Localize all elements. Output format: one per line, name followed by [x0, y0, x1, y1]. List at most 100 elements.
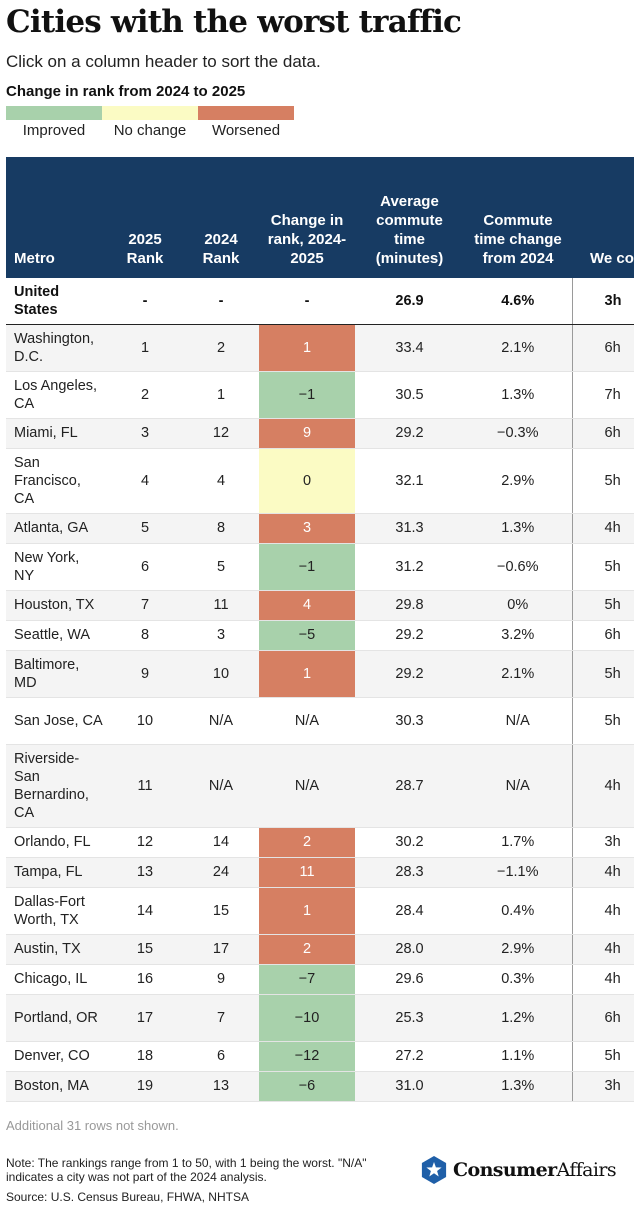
cell-change: 3 [259, 513, 355, 544]
brand-name-regular: Affairs [556, 1159, 617, 1181]
cell-rank-2024: 11 [183, 590, 259, 621]
cell-rank-2025: 6 [107, 543, 183, 591]
cell-rank-2024: 5 [183, 543, 259, 591]
cell-avg-commute: 30.5 [355, 371, 464, 419]
table-row: Riverside-San Bernardino, CA 11 N/A N/A 28.7… [6, 744, 634, 828]
table-row: Houston, TX 7 11 4 29.8 0% 5h [6, 590, 634, 621]
cell-metro: New York, NY [6, 543, 107, 591]
cell-rank-2025: 1 [107, 324, 183, 372]
cell-metro: Baltimore, MD [6, 650, 107, 698]
legend-swatch-worsened [198, 106, 294, 120]
column-header-2024-rank[interactable]: 2024 Rank [183, 157, 259, 278]
cell-rank-2024: 17 [183, 934, 259, 965]
cell-commute-change: N/A [464, 697, 573, 745]
cell-metro: San Francisco, CA [6, 448, 107, 514]
cell-metro: Orlando, FL [6, 827, 107, 858]
cell-avg-commute: 29.2 [355, 418, 464, 449]
legend-label-improved: Improved [22, 122, 86, 139]
column-header-commute-change[interactable]: Commute time change from 2024 [464, 157, 572, 278]
column-header-weekly-congestion[interactable]: We cong t [572, 157, 634, 278]
table-row: Washington, D.C. 1 2 1 33.4 2.1% 6h [6, 324, 634, 372]
cell-commute-change: 2.9% [464, 934, 573, 965]
table-container[interactable]: Metro 2025 Rank 2024 Rank Change in rank… [6, 157, 634, 1108]
brand-logo: ConsumerAffairs [419, 1155, 617, 1185]
cell-commute-change: 2.1% [464, 324, 573, 372]
cell-change: −1 [259, 543, 355, 591]
cell-weekly-congestion: 4h [572, 744, 634, 828]
cell-avg-commute: 26.9 [355, 278, 464, 325]
cell-rank-2024: 8 [183, 513, 259, 544]
cell-avg-commute: 31.0 [355, 1071, 464, 1102]
cell-avg-commute: 32.1 [355, 448, 464, 514]
cell-change: 9 [259, 418, 355, 449]
cell-commute-change: 3.2% [464, 620, 573, 651]
cell-weekly-congestion: 7h [572, 371, 634, 419]
table-row: Orlando, FL 12 14 2 30.2 1.7% 3h [6, 827, 634, 858]
cell-metro: Denver, CO [6, 1041, 107, 1072]
footnote: Note: The rankings range from 1 to 50, w… [6, 1156, 367, 1184]
cell-weekly-congestion: 5h [572, 543, 634, 591]
column-header-average-commute[interactable]: Average commute time (minutes) [355, 157, 464, 278]
cell-weekly-congestion: 4h [572, 513, 634, 544]
column-header-2025-rank[interactable]: 2025 Rank [107, 157, 183, 278]
table-row: Atlanta, GA 5 8 3 31.3 1.3% 4h [6, 513, 634, 544]
cell-metro: Atlanta, GA [6, 513, 107, 544]
cell-rank-2025: 12 [107, 827, 183, 858]
cell-commute-change: −1.1% [464, 857, 573, 888]
brand-name-bold: Consumer [453, 1159, 557, 1181]
cell-commute-change: −0.6% [464, 543, 573, 591]
cell-rank-2024: N/A [183, 697, 259, 745]
table-row-united-states: United States - - - 26.9 4.6% 3h [6, 278, 634, 325]
column-header-change-in-rank[interactable]: Change in rank, 2024-2025 [259, 157, 355, 278]
cell-weekly-congestion: 6h [572, 620, 634, 651]
cell-weekly-congestion: 4h [572, 857, 634, 888]
cell-change: −6 [259, 1071, 355, 1102]
cell-weekly-congestion: 5h [572, 650, 634, 698]
cell-metro: Miami, FL [6, 418, 107, 449]
table-row: Baltimore, MD 9 10 1 29.2 2.1% 5h [6, 650, 634, 698]
cell-rank-2024: 7 [183, 994, 259, 1042]
cell-change: 11 [259, 857, 355, 888]
table-row: Tampa, FL 13 24 11 28.3 −1.1% 4h [6, 857, 634, 888]
cell-avg-commute: 28.0 [355, 934, 464, 965]
cell-metro: Portland, OR [6, 994, 107, 1042]
cell-weekly-congestion: 4h [572, 934, 634, 965]
cell-change: −1 [259, 371, 355, 419]
cell-rank-2025: 11 [107, 744, 183, 828]
table-row: Boston, MA 19 13 −6 31.0 1.3% 3h [6, 1071, 634, 1102]
legend-label-worsened: Worsened [211, 122, 281, 139]
cell-commute-change: 1.3% [464, 513, 573, 544]
table-row: Portland, OR 17 7 −10 25.3 1.2% 6h [6, 994, 634, 1042]
cell-avg-commute: 29.6 [355, 964, 464, 995]
cell-commute-change: 1.2% [464, 994, 573, 1042]
cell-metro: San Jose, CA [6, 697, 107, 745]
brand-name: ConsumerAffairs [453, 1159, 617, 1181]
cell-rank-2024: 10 [183, 650, 259, 698]
cell-metro: Austin, TX [6, 934, 107, 965]
cell-change: −5 [259, 620, 355, 651]
cell-rank-2025: 10 [107, 697, 183, 745]
traffic-table: Metro 2025 Rank 2024 Rank Change in rank… [6, 157, 634, 1102]
cell-weekly-congestion: 4h [572, 887, 634, 935]
legend-swatch-no-change [102, 106, 198, 120]
legend-title: Change in rank from 2024 to 2025 [6, 83, 246, 100]
legend-item-no-change: No change [102, 106, 198, 139]
table-row: San Jose, CA 10 N/A N/A 30.3 N/A 5h [6, 697, 634, 745]
cell-rank-2025: 2 [107, 371, 183, 419]
cell-metro: Dallas-Fort Worth, TX [6, 887, 107, 935]
cell-metro: Houston, TX [6, 590, 107, 621]
cell-rank-2025: 17 [107, 994, 183, 1042]
cell-rank-2025: 19 [107, 1071, 183, 1102]
cell-rank-2025: 8 [107, 620, 183, 651]
cell-rank-2025: 13 [107, 857, 183, 888]
source-note: Source: U.S. Census Bureau, FHWA, NHTSA [6, 1190, 249, 1204]
cell-rank-2024: 4 [183, 448, 259, 514]
cell-weekly-congestion: 5h [572, 448, 634, 514]
column-header-metro[interactable]: Metro [6, 157, 107, 278]
cell-rank-2024: 1 [183, 371, 259, 419]
cell-rank-2025: 15 [107, 934, 183, 965]
cell-weekly-congestion: 3h [572, 827, 634, 858]
more-rows-note: Additional 31 rows not shown. [6, 1118, 179, 1133]
cell-change: N/A [259, 744, 355, 828]
table-row: Austin, TX 15 17 2 28.0 2.9% 4h [6, 934, 634, 965]
